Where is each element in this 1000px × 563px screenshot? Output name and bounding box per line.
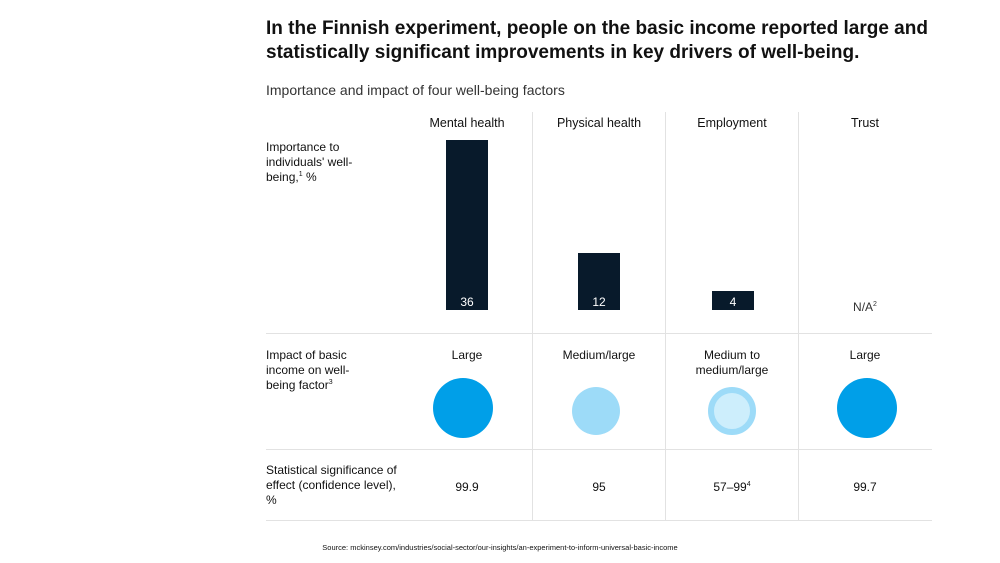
column-header-mental-health: Mental health <box>429 116 505 130</box>
impact-label-mental-health: Large <box>451 348 483 362</box>
impact-circle-trust <box>837 378 897 438</box>
column-header-trust: Trust <box>850 116 879 130</box>
significance-employment-value: 57–99 <box>713 480 747 494</box>
row-label-importance-unit: % <box>302 170 317 184</box>
chart-subtitle: Importance and impact of four well-being… <box>266 82 565 98</box>
significance-employment: 57–994 <box>665 480 799 494</box>
impact-label-physical-health: Medium/large <box>562 348 636 362</box>
column-divider <box>665 112 666 520</box>
column-divider <box>532 112 533 520</box>
footnote-1: 1 <box>298 171 303 178</box>
chart-title: In the Finnish experiment, people on the… <box>266 18 928 63</box>
bar-employment <box>712 291 754 310</box>
significance-mental-health: 99.9 <box>455 480 479 494</box>
bar-label-physical-health: 12 <box>592 295 606 309</box>
impact-circle-mental-health <box>433 378 493 438</box>
significance-physical-health: 95 <box>592 480 606 494</box>
footnote-3: 3 <box>328 379 333 386</box>
row-label-impact: Impact of basic income on well-being fac… <box>266 348 376 393</box>
row-label-significance: Statistical significance of effect (conf… <box>266 463 397 507</box>
row-divider <box>266 520 932 521</box>
row-label-importance: Importance to individuals' well-being,1 … <box>266 140 386 185</box>
bar-physical-health <box>578 253 620 310</box>
row-divider <box>266 449 932 450</box>
impact-label-employment: Medium to medium/large <box>695 348 769 377</box>
source-note: Source: mckinsey.com/industries/social-s… <box>322 543 678 552</box>
column-header-physical-health: Physical health <box>556 116 642 130</box>
bar-label-employment: 4 <box>729 295 737 309</box>
bar-label-mental-health: 36 <box>460 295 474 309</box>
na-text: N/A <box>853 300 874 314</box>
column-header-employment: Employment <box>697 116 767 130</box>
column-divider <box>798 112 799 520</box>
footnote-2: 2 <box>873 301 877 308</box>
impact-label-trust: Large <box>849 348 881 362</box>
row-label-impact-text: Impact of basic income on well-being fac… <box>266 348 350 392</box>
bar-mental-health <box>446 140 488 310</box>
significance-trust: 99.7 <box>853 480 877 494</box>
impact-circle-physical-health <box>572 387 620 435</box>
impact-circle-employment <box>708 387 756 435</box>
row-divider <box>266 333 932 334</box>
row-label-importance-text: Importance to individuals' well-being, <box>266 140 353 184</box>
footnote-4: 4 <box>746 481 751 488</box>
na-label-trust: N/A2 <box>798 300 932 314</box>
